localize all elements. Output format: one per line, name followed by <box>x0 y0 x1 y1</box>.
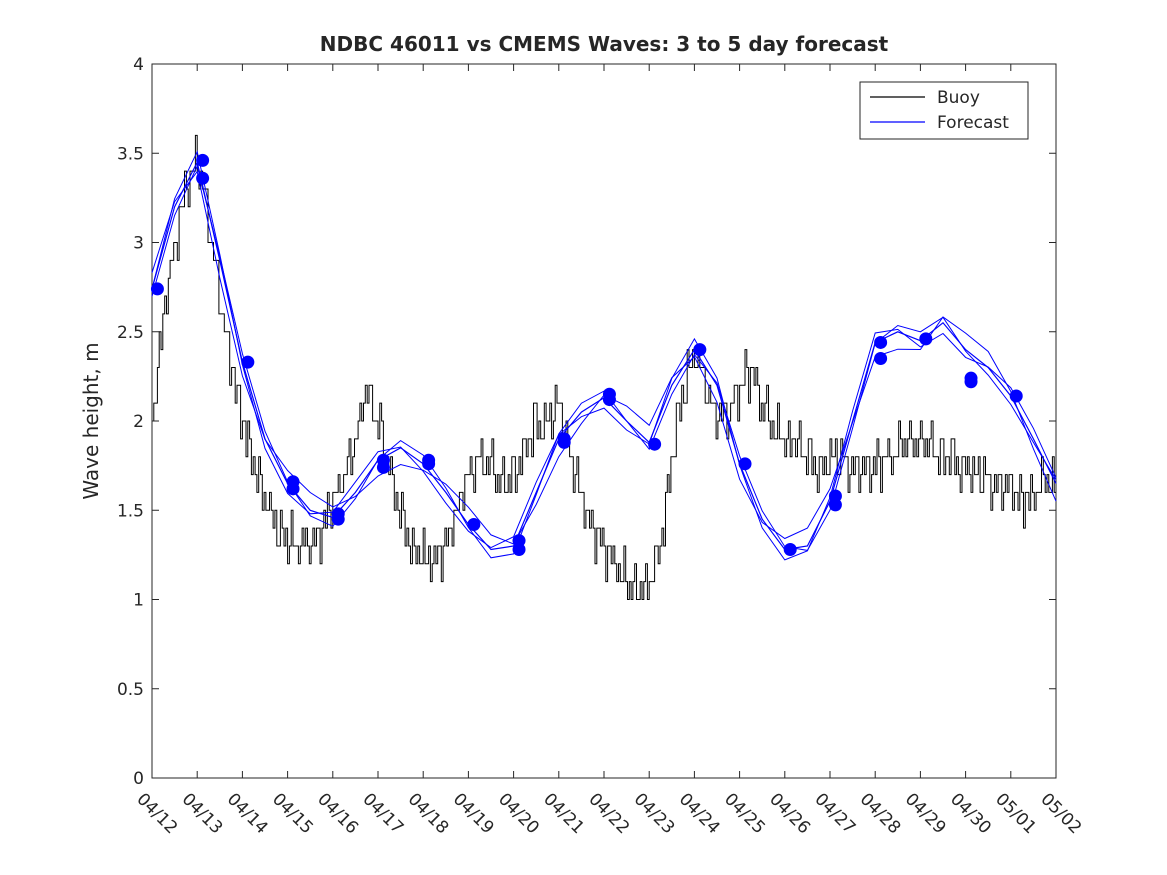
forecast-marker <box>919 332 933 346</box>
forecast-marker <box>150 282 164 296</box>
forecast-marker <box>196 171 210 185</box>
forecast-marker <box>557 432 571 446</box>
y-tick-label: 0 <box>133 769 144 789</box>
buoy-series <box>152 134 1056 600</box>
forecast-marker <box>874 335 888 349</box>
y-tick-label: 1.5 <box>117 501 144 521</box>
legend-label-buoy: Buoy <box>937 88 980 108</box>
y-tick-label: 3.5 <box>117 144 144 164</box>
y-tick-label: 4 <box>133 55 144 75</box>
legend-label-forecast: Forecast <box>937 113 1009 133</box>
forecast-marker <box>964 375 978 389</box>
forecast-marker <box>828 489 842 503</box>
y-axis: 0 0.5 1 1.5 2 2.5 3 3.5 4 <box>117 55 1056 789</box>
forecast-marker <box>648 437 662 451</box>
y-tick-label: 1 <box>133 591 144 611</box>
buoy-line <box>152 134 1056 600</box>
forecast-marker <box>241 355 255 369</box>
y-tick-label: 0.5 <box>117 680 144 700</box>
forecast-marker <box>331 512 345 526</box>
forecast-marker <box>1009 389 1023 403</box>
forecast-marker <box>512 543 526 557</box>
forecast-markers <box>150 153 1023 557</box>
y-tick-label: 2.5 <box>117 323 144 343</box>
axes-box <box>151 63 1057 779</box>
forecast-marker <box>467 518 481 532</box>
y-tick-label: 2 <box>133 412 144 432</box>
forecast-marker <box>602 393 616 407</box>
forecast-marker <box>783 543 797 557</box>
forecast-marker <box>286 482 300 496</box>
forecast-marker <box>874 352 888 366</box>
chart-title: NDBC 46011 vs CMEMS Waves: 3 to 5 day fo… <box>320 32 889 56</box>
forecast-marker <box>512 534 526 548</box>
forecast-line-run <box>151 150 1057 561</box>
forecast-marker <box>738 457 752 471</box>
y-axis-label: Wave height, m <box>79 342 103 499</box>
forecast-marker <box>422 457 436 471</box>
forecast-marker <box>376 460 390 474</box>
forecast-marker <box>693 343 707 357</box>
legend-box <box>859 81 1029 140</box>
forecast-marker <box>828 498 842 512</box>
plot-area <box>150 63 1057 779</box>
forecast-marker <box>196 153 210 167</box>
y-tick-label: 3 <box>133 234 144 254</box>
legend: Buoy Forecast <box>859 81 1029 140</box>
